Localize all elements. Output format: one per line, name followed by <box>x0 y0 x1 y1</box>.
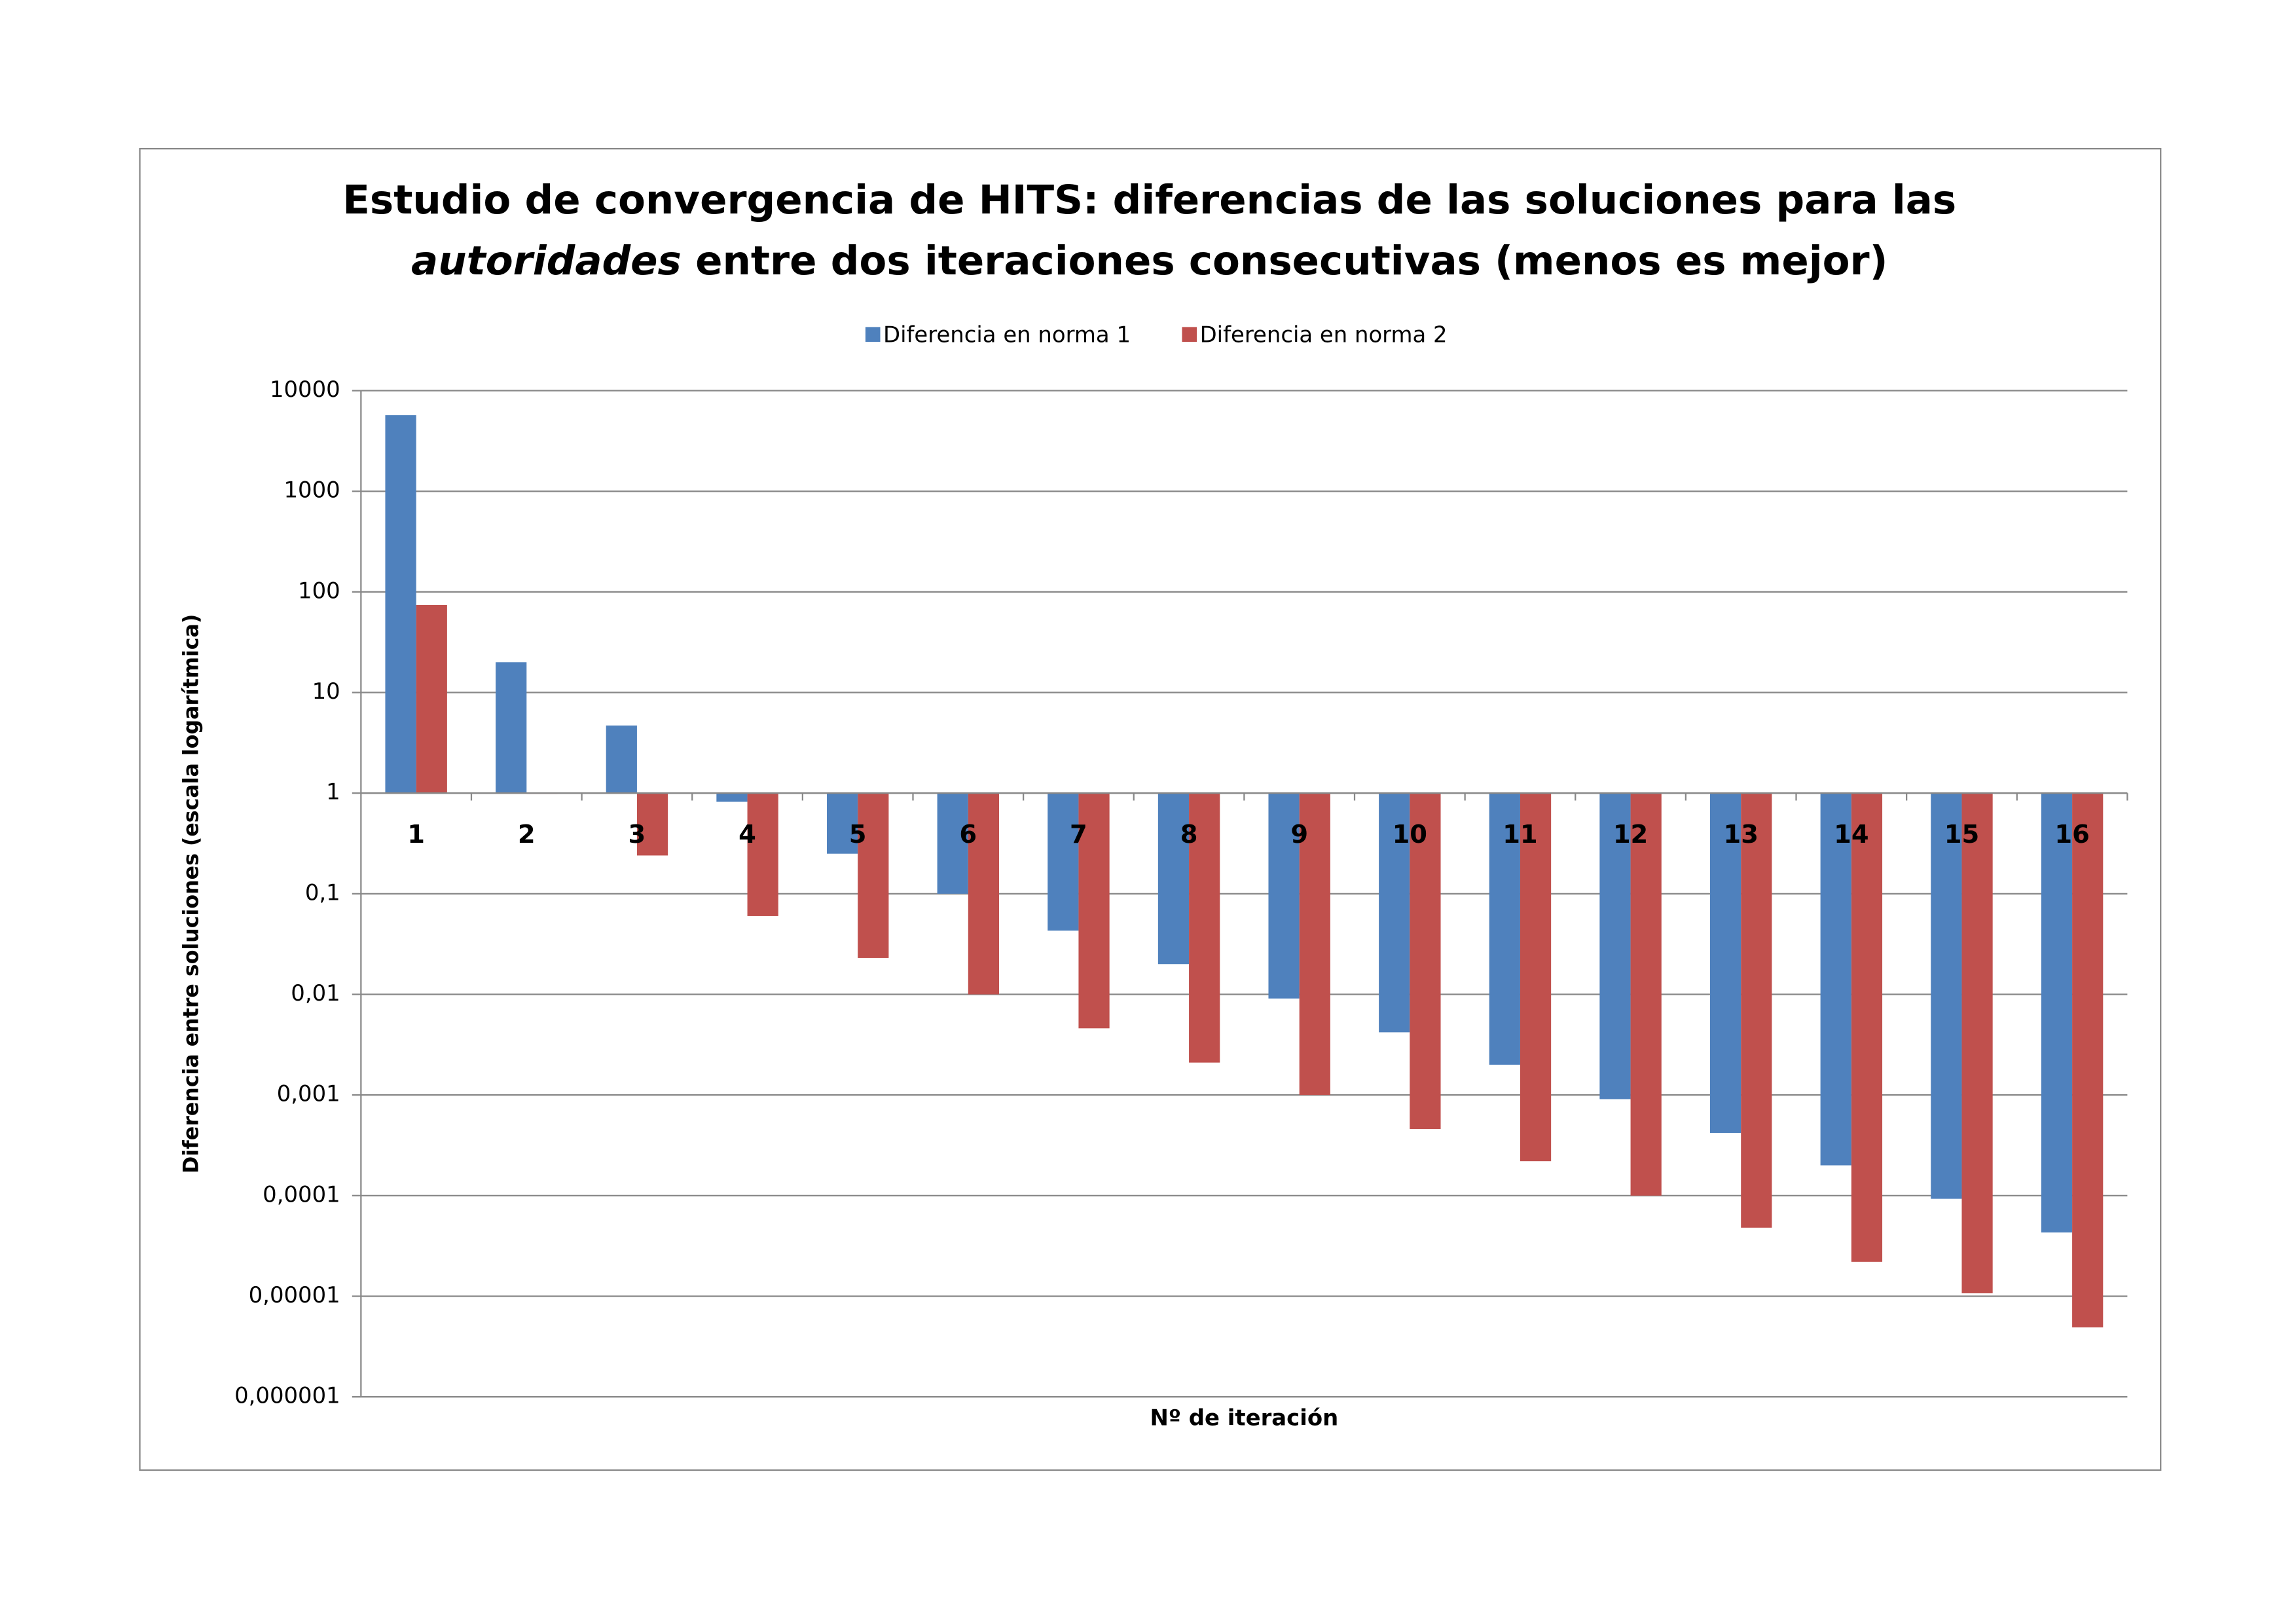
y-axis-title: Diferencia entre soluciones (escala loga… <box>180 614 204 1173</box>
bar <box>1961 793 1993 1293</box>
legend-label: Diferencia en norma 1 <box>883 322 1131 347</box>
chart-title-rest: entre dos iteraciones consecutivas (meno… <box>682 238 1888 284</box>
bar <box>1157 793 1190 965</box>
bar <box>1489 793 1520 1065</box>
y-tick-label: 0,00001 <box>249 1282 340 1308</box>
bar <box>1630 793 1662 1196</box>
bar <box>496 662 527 794</box>
bar <box>1709 793 1741 1134</box>
x-tick-label: 4 <box>738 820 756 849</box>
y-tick-label: 10000 <box>270 377 340 402</box>
x-axis-title: Nº de iteración <box>1150 1405 1339 1431</box>
legend-label: Diferencia en norma 2 <box>1200 322 1448 347</box>
x-tick-label: 7 <box>1070 820 1087 849</box>
bar <box>1078 793 1110 1029</box>
y-tick-label: 0,1 <box>305 879 340 905</box>
y-tick-label: 0,0001 <box>263 1181 340 1207</box>
bar <box>1741 793 1772 1228</box>
bar <box>1299 793 1330 1096</box>
bar <box>1379 793 1410 1033</box>
y-tick-label: 0,001 <box>277 1081 340 1107</box>
y-tick-label: 0,01 <box>291 980 340 1006</box>
x-tick-label: 14 <box>1834 820 1868 849</box>
y-tick-label: 1 <box>326 779 340 805</box>
x-tick-label: 5 <box>849 820 867 849</box>
bar <box>1048 793 1079 931</box>
legend-swatch <box>865 327 881 342</box>
x-tick-label: 2 <box>518 820 536 849</box>
bar <box>606 725 637 794</box>
x-tick-label: 13 <box>1723 820 1758 849</box>
bar <box>2041 793 2073 1233</box>
y-tick-label: 0,000001 <box>234 1383 340 1409</box>
chart-title: Estudio de convergencia de HITS: diferen… <box>342 177 1956 223</box>
bar <box>747 793 778 916</box>
x-tick-label: 10 <box>1393 820 1427 849</box>
x-tick-label: 15 <box>1944 820 1979 849</box>
x-tick-label: 12 <box>1613 820 1648 849</box>
bar <box>2072 793 2104 1328</box>
x-tick-label: 8 <box>1180 820 1198 849</box>
bar <box>636 793 668 856</box>
x-tick-label: 16 <box>2054 820 2089 849</box>
legend-swatch <box>1182 327 1197 342</box>
bar <box>1189 793 1220 1063</box>
bar <box>1410 793 1441 1129</box>
bar <box>1599 793 1631 1099</box>
y-tick-label: 100 <box>298 578 340 603</box>
chart-title: autoridades entre dos iteraciones consec… <box>411 238 1887 284</box>
bar <box>1931 793 1962 1199</box>
bar <box>858 793 889 958</box>
x-tick-label: 9 <box>1290 820 1308 849</box>
y-tick-label: 1000 <box>284 477 340 503</box>
chart-title-italic: autoridades <box>411 238 682 284</box>
bar <box>1820 793 1851 1166</box>
x-tick-label: 3 <box>629 820 646 849</box>
bar <box>968 793 1000 995</box>
bar <box>416 604 447 794</box>
bar <box>716 793 748 802</box>
bar <box>1851 793 1883 1262</box>
bar <box>937 793 968 894</box>
bar <box>1520 793 1552 1162</box>
y-tick-label: 10 <box>312 678 340 704</box>
bar <box>385 415 416 794</box>
x-tick-label: 1 <box>407 820 425 849</box>
x-tick-label: 6 <box>959 820 977 849</box>
bar <box>826 793 858 854</box>
bar <box>1268 793 1300 999</box>
x-tick-label: 11 <box>1503 820 1537 849</box>
